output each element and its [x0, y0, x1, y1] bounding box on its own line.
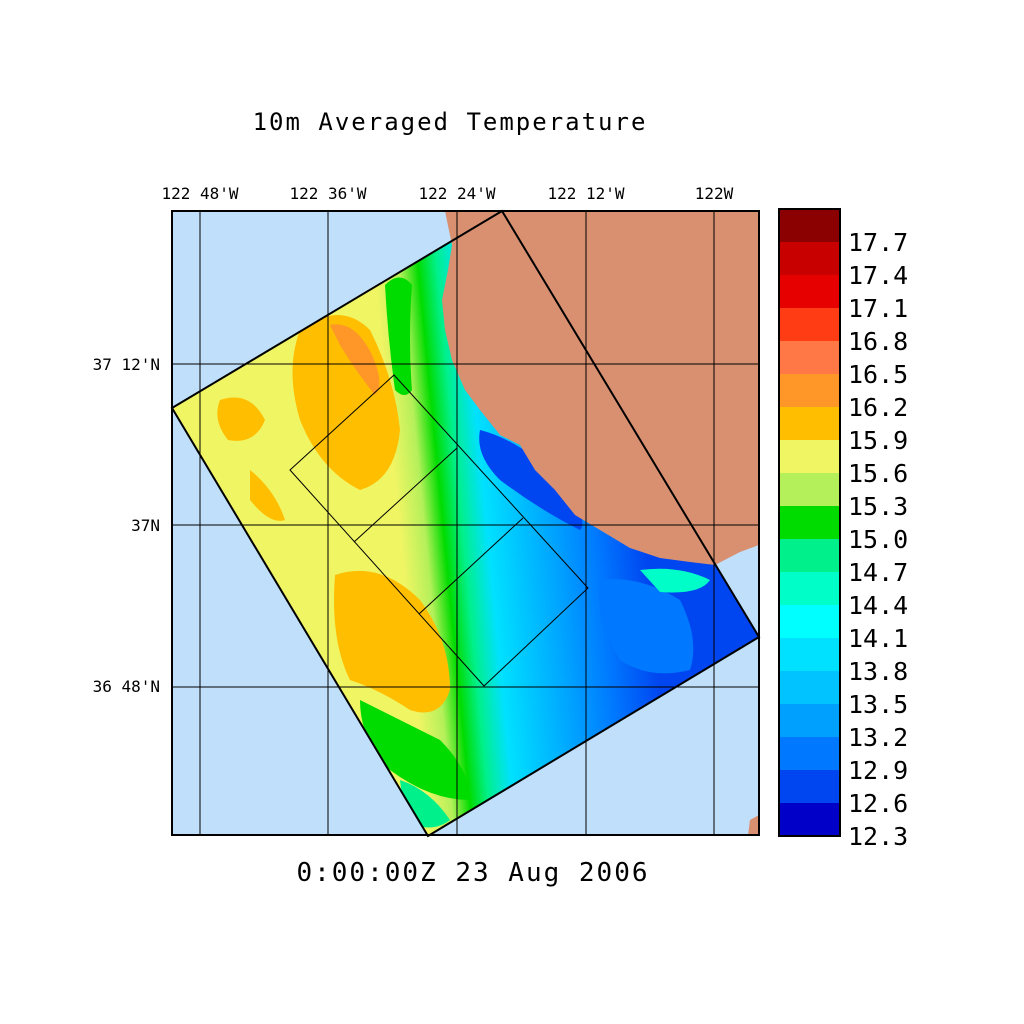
colorbar-swatch — [779, 704, 840, 738]
cyan-patch-east — [640, 568, 710, 593]
colorbar-border — [778, 208, 841, 837]
colorbar-swatch — [779, 605, 840, 639]
colorbar-tick-label: 15.0 — [848, 525, 909, 554]
colorbar-tick-label: 17.4 — [848, 261, 909, 290]
colorbar — [778, 208, 841, 837]
green-patch-south — [360, 700, 470, 800]
warm-patch-west — [217, 397, 265, 441]
colorbar-tick-label: 12.9 — [848, 756, 909, 785]
colorbar-tick-label: 15.3 — [848, 492, 909, 521]
colorbar-swatch — [779, 737, 840, 771]
colorbar-tick-label: 16.5 — [848, 360, 909, 389]
colorbar-swatch — [779, 572, 840, 606]
colorbar-swatch — [779, 638, 840, 672]
colorbar-swatch — [779, 209, 840, 243]
colorbar-swatch — [779, 473, 840, 507]
colorbar-swatch — [779, 242, 840, 276]
green-band-north — [385, 277, 412, 395]
land-tip — [748, 815, 759, 835]
colorbar-tick-label: 15.9 — [848, 426, 909, 455]
colorbar-tick-label: 14.7 — [848, 558, 909, 587]
timestamp: 0:00:00Z 23 Aug 2006 — [296, 858, 650, 888]
lon-label-122w: 122W — [694, 184, 734, 203]
land — [442, 211, 759, 565]
colorbar-swatch — [779, 440, 840, 474]
map-frame — [171, 210, 760, 836]
lat-label-37n: 37N — [131, 516, 160, 535]
lon-label-122-12w: 122 12'W — [547, 184, 625, 203]
colorbar-tick-label: 13.5 — [848, 690, 909, 719]
colorbar-tick-label: 12.6 — [848, 789, 909, 818]
lon-label-122-36w: 122 36'W — [289, 184, 367, 203]
lat-label-37-12n: 37 12'N — [92, 355, 160, 374]
warm-streak — [250, 470, 285, 521]
lon-label-122-48w: 122 48'W — [161, 184, 239, 203]
colorbar-swatch — [779, 539, 840, 573]
cold-patch-mid — [479, 430, 583, 530]
colorbar-swatch — [779, 671, 840, 705]
warm-patch-south — [334, 570, 450, 713]
lon-label-122-24w: 122 24'W — [418, 184, 496, 203]
colorbar-swatch — [779, 803, 840, 837]
colorbar-swatch — [779, 341, 840, 375]
cold-patch-south — [599, 579, 694, 674]
colorbar-swatch — [779, 770, 840, 804]
colorbar-swatch — [779, 407, 840, 441]
colorbar-tick-label: 14.4 — [848, 591, 909, 620]
colorbar-tick-label: 15.6 — [848, 459, 909, 488]
colorbar-swatch — [779, 275, 840, 309]
map-title: 10m Averaged Temperature — [252, 108, 648, 136]
colorbar-tick-label: 14.1 — [848, 624, 909, 653]
colorbar-swatch — [779, 374, 840, 408]
subdomain-boxes — [289, 374, 589, 687]
colorbar-tick-label: 17.7 — [848, 228, 909, 257]
colorbar-tick-label: 16.2 — [848, 393, 909, 422]
colorbar-tick-label: 17.1 — [848, 294, 909, 323]
graticule — [172, 211, 759, 835]
colorbar-tick-label: 13.8 — [848, 657, 909, 686]
colorbar-swatch — [779, 308, 840, 342]
colorbar-tick-label: 13.2 — [848, 723, 909, 752]
colorbar-swatch — [779, 506, 840, 540]
colorbar-tick-label: 16.8 — [848, 327, 909, 356]
lat-label-36-48n: 36 48'N — [92, 677, 160, 696]
warm-patch-core — [330, 324, 380, 395]
colorbar-tick-label: 12.3 — [848, 822, 909, 851]
